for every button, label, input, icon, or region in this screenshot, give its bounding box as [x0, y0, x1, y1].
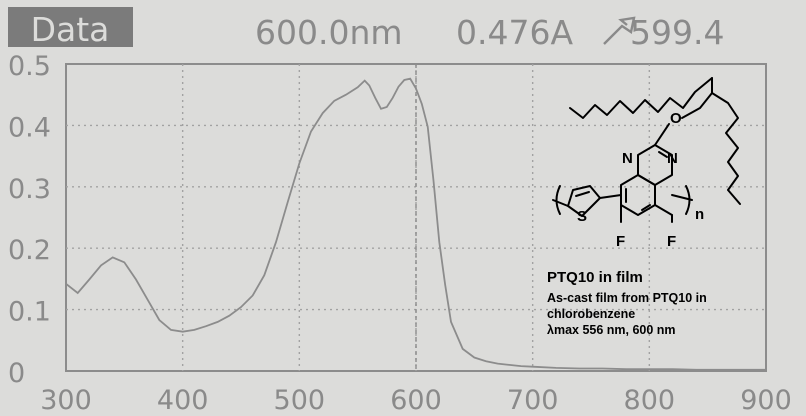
data-mode-label: Data — [31, 10, 110, 49]
cursor-readout: 599.4 — [630, 13, 724, 52]
x-tick-label: 500 — [274, 385, 326, 416]
absorbance-curve — [65, 77, 766, 371]
nitrogen-label-2: N — [667, 150, 678, 167]
cursor-arrow-icon — [603, 16, 636, 45]
x-tick-label: 700 — [507, 385, 559, 416]
x-tick-label: 300 — [40, 385, 92, 416]
nitrogen-label-1: N — [622, 150, 633, 167]
y-tick-label: 0 — [8, 358, 25, 389]
annotation-title: PTQ10 in film — [547, 269, 643, 286]
repeat-unit-subscript: n — [695, 206, 704, 223]
y-tick-label: 0.2 — [8, 235, 51, 266]
data-mode-badge — [8, 7, 133, 47]
x-tick-label: 900 — [740, 385, 792, 416]
x-axis-ticks: 300 400 500 600 700 800 900 — [40, 385, 792, 416]
absorbance-readout: 0.476A — [456, 13, 573, 52]
y-tick-label: 0.3 — [8, 174, 51, 205]
ptq10-structure: O N N S F F n — [552, 77, 741, 250]
x-tick-label: 600 — [390, 385, 442, 416]
annotation-line-1: As-cast film from PTQ10 in — [547, 291, 707, 305]
annotation-line-3: λmax 556 nm, 600 nm — [547, 323, 676, 337]
wavelength-readout: 600.0nm — [255, 13, 403, 52]
x-tick-label: 800 — [624, 385, 676, 416]
annotation-line-2: chlorobenzene — [547, 307, 635, 321]
x-tick-label: 400 — [157, 385, 209, 416]
y-tick-label: 0.4 — [8, 112, 51, 143]
oxygen-label: O — [670, 110, 682, 127]
fluorine-label-2: F — [667, 233, 676, 250]
y-tick-label: 0.1 — [8, 297, 51, 328]
sulfur-label: S — [577, 208, 587, 225]
y-axis-ticks: 0 0.1 0.2 0.3 0.4 0.5 — [8, 51, 51, 389]
fluorine-label-1: F — [616, 233, 625, 250]
y-tick-label: 0.5 — [8, 51, 51, 82]
